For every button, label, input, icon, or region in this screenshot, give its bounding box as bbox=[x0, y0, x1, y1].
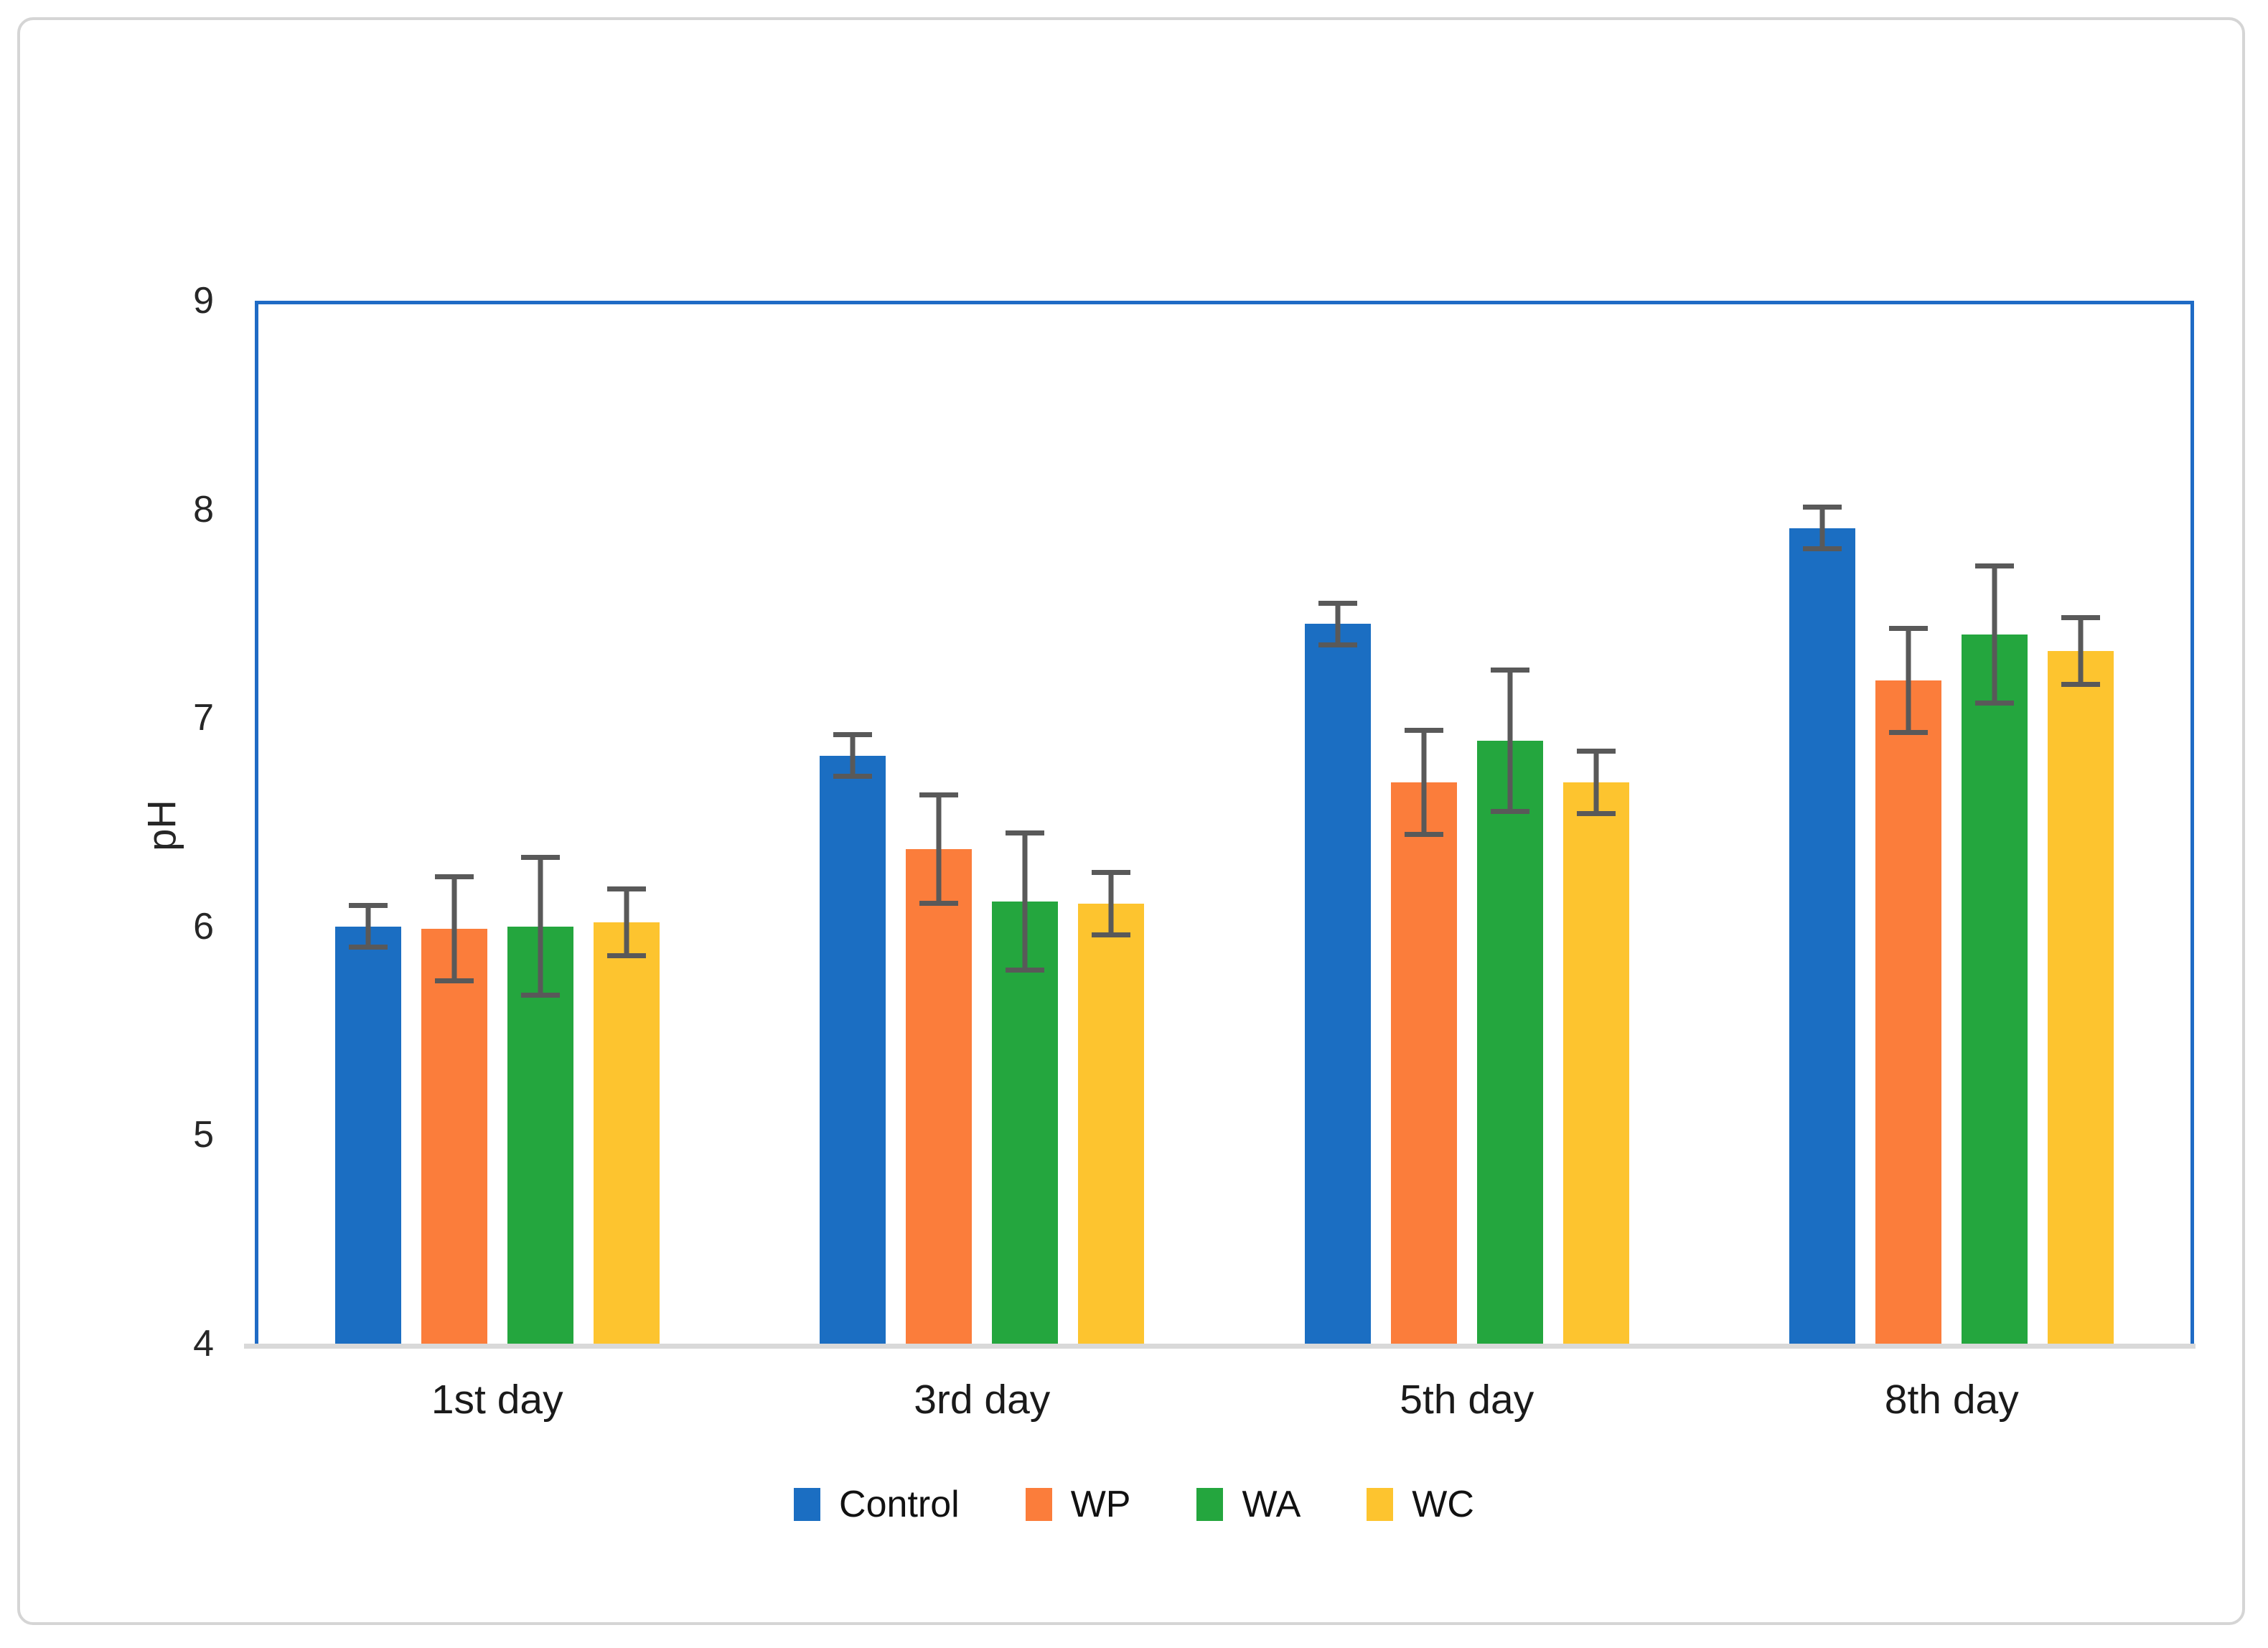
bar-wp-1st-day bbox=[421, 928, 487, 1344]
x-axis-line bbox=[244, 1344, 2196, 1349]
error-bar-wp-3rd-day bbox=[936, 795, 942, 904]
error-bar-cap-bottom-wa-5th-day bbox=[1490, 809, 1529, 815]
error-bar-control-5th-day bbox=[1335, 603, 1341, 645]
legend-item-wa: WA bbox=[1196, 1486, 1301, 1523]
error-bar-cap-bottom-control-1st-day bbox=[348, 945, 388, 950]
error-bar-cap-bottom-control-3rd-day bbox=[833, 774, 873, 779]
error-bar-wa-8th-day bbox=[1992, 566, 1997, 703]
error-bar-control-3rd-day bbox=[850, 734, 856, 777]
legend-swatch-wp bbox=[1025, 1488, 1052, 1521]
bar-wc-1st-day bbox=[593, 922, 660, 1344]
error-bar-cap-top-control-5th-day bbox=[1318, 600, 1357, 606]
legend-label-wp: WP bbox=[1070, 1484, 1131, 1525]
figure-outer-border bbox=[17, 17, 2245, 1625]
error-bar-cap-top-wc-3rd-day bbox=[1092, 869, 1131, 875]
bar-wa-5th-day bbox=[1476, 741, 1543, 1344]
bar-wc-8th-day bbox=[2048, 651, 2114, 1344]
error-bar-cap-bottom-wp-5th-day bbox=[1404, 832, 1443, 838]
y-tick-label-5: 5 bbox=[193, 1114, 214, 1156]
legend-swatch-control bbox=[794, 1488, 821, 1521]
bar-wp-8th-day bbox=[1875, 680, 1942, 1344]
y-tick-label-9: 9 bbox=[193, 280, 214, 322]
error-bar-cap-top-wc-1st-day bbox=[606, 886, 646, 891]
x-category-label-1st-day: 1st day bbox=[431, 1377, 563, 1423]
error-bar-cap-top-wc-8th-day bbox=[2061, 615, 2101, 621]
plot-border-top bbox=[255, 301, 2194, 304]
legend-swatch-wa bbox=[1196, 1488, 1224, 1521]
error-bar-control-1st-day bbox=[365, 905, 371, 947]
x-category-label-3rd-day: 3rd day bbox=[914, 1377, 1051, 1423]
error-bar-cap-top-wp-5th-day bbox=[1404, 728, 1443, 734]
error-bar-wc-5th-day bbox=[1593, 751, 1599, 814]
error-bar-cap-bottom-wc-5th-day bbox=[1576, 811, 1616, 817]
bar-wa-8th-day bbox=[1962, 634, 2028, 1344]
plot-area bbox=[255, 301, 2194, 1344]
error-bar-wp-1st-day bbox=[451, 876, 457, 981]
error-bar-cap-bottom-wc-1st-day bbox=[606, 952, 646, 958]
error-bar-wa-3rd-day bbox=[1022, 833, 1028, 970]
legend-item-wp: WP bbox=[1025, 1484, 1131, 1525]
bar-control-3rd-day bbox=[820, 755, 886, 1344]
error-bar-wa-5th-day bbox=[1507, 670, 1513, 812]
bar-control-5th-day bbox=[1304, 624, 1371, 1344]
y-axis-title: pH bbox=[139, 800, 184, 851]
error-bar-cap-bottom-wp-8th-day bbox=[1889, 730, 1929, 736]
error-bar-cap-top-wa-5th-day bbox=[1490, 667, 1529, 673]
error-bar-cap-top-control-1st-day bbox=[348, 903, 388, 909]
bar-control-1st-day bbox=[334, 926, 401, 1344]
error-bar-wp-8th-day bbox=[1906, 628, 1911, 733]
x-category-label-8th-day: 8th day bbox=[1884, 1377, 2019, 1423]
error-bar-cap-bottom-wc-3rd-day bbox=[1092, 932, 1131, 937]
y-tick-label-4: 4 bbox=[193, 1323, 214, 1364]
error-bar-cap-top-wp-3rd-day bbox=[919, 792, 959, 798]
error-bar-cap-top-wc-5th-day bbox=[1576, 749, 1616, 754]
error-bar-cap-top-control-3rd-day bbox=[833, 731, 873, 737]
error-bar-wc-8th-day bbox=[2078, 617, 2084, 685]
error-bar-cap-bottom-wa-1st-day bbox=[520, 993, 560, 998]
x-category-label-5th-day: 5th day bbox=[1400, 1377, 1534, 1423]
bar-wc-5th-day bbox=[1562, 782, 1629, 1344]
legend-swatch-wc bbox=[1367, 1488, 1394, 1521]
y-tick-label-8: 8 bbox=[193, 488, 214, 530]
legend-label-wa: WA bbox=[1242, 1484, 1301, 1525]
error-bar-cap-top-wa-3rd-day bbox=[1006, 830, 1045, 835]
error-bar-wc-3rd-day bbox=[1108, 872, 1114, 935]
error-bar-control-8th-day bbox=[1819, 507, 1825, 549]
error-bar-cap-bottom-control-5th-day bbox=[1318, 642, 1357, 647]
legend: Control WP WA WC bbox=[0, 1486, 2268, 1523]
y-tick-label-7: 7 bbox=[193, 697, 214, 739]
y-axis-line bbox=[255, 301, 258, 1344]
error-bar-cap-bottom-control-8th-day bbox=[1803, 546, 1842, 552]
error-bar-cap-top-control-8th-day bbox=[1803, 505, 1842, 510]
error-bar-cap-top-wp-8th-day bbox=[1889, 625, 1929, 631]
legend-label-control: Control bbox=[839, 1484, 960, 1525]
error-bar-cap-top-wp-1st-day bbox=[434, 874, 474, 879]
error-bar-cap-bottom-wa-3rd-day bbox=[1006, 968, 1045, 973]
y-tick-label-6: 6 bbox=[193, 905, 214, 947]
error-bar-wp-5th-day bbox=[1421, 730, 1427, 835]
bar-control-8th-day bbox=[1789, 528, 1856, 1344]
bar-wp-5th-day bbox=[1390, 782, 1457, 1344]
error-bar-cap-top-wa-1st-day bbox=[520, 855, 560, 861]
error-bar-cap-top-wa-8th-day bbox=[1975, 563, 2015, 568]
bar-wc-3rd-day bbox=[1078, 903, 1145, 1344]
error-bar-wa-1st-day bbox=[538, 857, 543, 996]
error-bar-cap-bottom-wp-3rd-day bbox=[919, 901, 959, 907]
legend-item-control: Control bbox=[794, 1486, 960, 1523]
bar-wp-3rd-day bbox=[906, 849, 973, 1344]
error-bar-cap-bottom-wc-8th-day bbox=[2061, 682, 2101, 688]
plot-border-right bbox=[2190, 301, 2194, 1344]
error-bar-cap-bottom-wa-8th-day bbox=[1975, 701, 2015, 706]
error-bar-cap-bottom-wp-1st-day bbox=[434, 978, 474, 983]
bar-wa-3rd-day bbox=[992, 901, 1059, 1344]
legend-label-wc: WC bbox=[1412, 1484, 1474, 1525]
legend-item-wc: WC bbox=[1367, 1486, 1474, 1523]
error-bar-wc-1st-day bbox=[624, 889, 629, 956]
